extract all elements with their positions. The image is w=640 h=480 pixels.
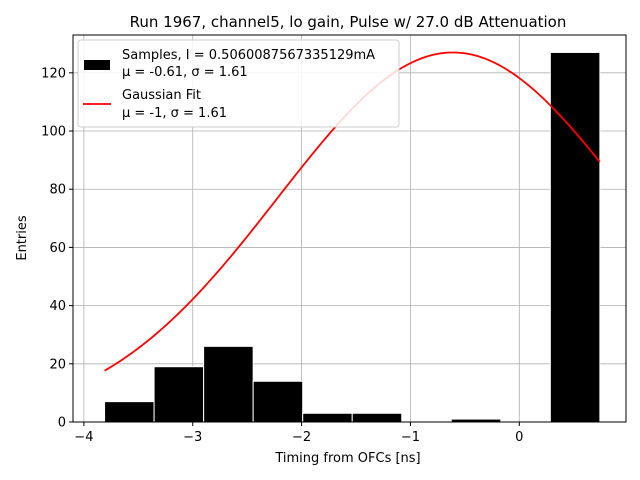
legend-samples-stats: μ = -0.61, σ = 1.61 <box>122 65 248 80</box>
histogram-bar <box>153 366 205 423</box>
histogram-bar <box>302 412 353 423</box>
axis-ticks: −4 −3 −2 −1 0 0 20 40 60 80 100 120 <box>41 66 523 445</box>
plot-frame <box>72 34 627 423</box>
chart-title: Run 1967, channel5, lo gain, Pulse w/ 27… <box>130 13 567 31</box>
y-axis-title: Entries <box>15 215 30 261</box>
histogram-bar <box>104 401 155 423</box>
y-tick-label: 120 <box>41 66 66 81</box>
histogram-bar <box>549 51 601 423</box>
y-tick-label: 0 <box>58 416 66 431</box>
legend: Samples, I = 0.5060087567335129mA μ = -0… <box>77 39 400 128</box>
legend-samples-swatch <box>84 60 110 70</box>
x-tick-label: −2 <box>292 430 311 445</box>
legend-fit-label: Gaussian Fit <box>122 88 201 103</box>
x-tick-label: −3 <box>183 430 202 445</box>
legend-fit-stats: μ = -1, σ = 1.61 <box>122 106 227 121</box>
y-tick-label: 80 <box>49 183 66 198</box>
x-tick-label: −4 <box>74 430 93 445</box>
histogram-bar <box>203 345 254 423</box>
x-axis-title: Timing from OFCs [ns] <box>274 451 420 466</box>
histogram-bar <box>351 412 403 423</box>
y-tick-label: 60 <box>49 241 66 256</box>
x-tick-label: −1 <box>401 430 420 445</box>
legend-box <box>77 39 400 128</box>
y-tick-label: 20 <box>49 357 66 372</box>
histogram-bar <box>252 380 304 423</box>
y-tick-label: 100 <box>41 125 66 140</box>
x-tick-label: 0 <box>515 430 523 445</box>
legend-samples-label: Samples, I = 0.5060087567335129mA <box>122 48 375 63</box>
y-tick-label: 40 <box>49 299 66 314</box>
